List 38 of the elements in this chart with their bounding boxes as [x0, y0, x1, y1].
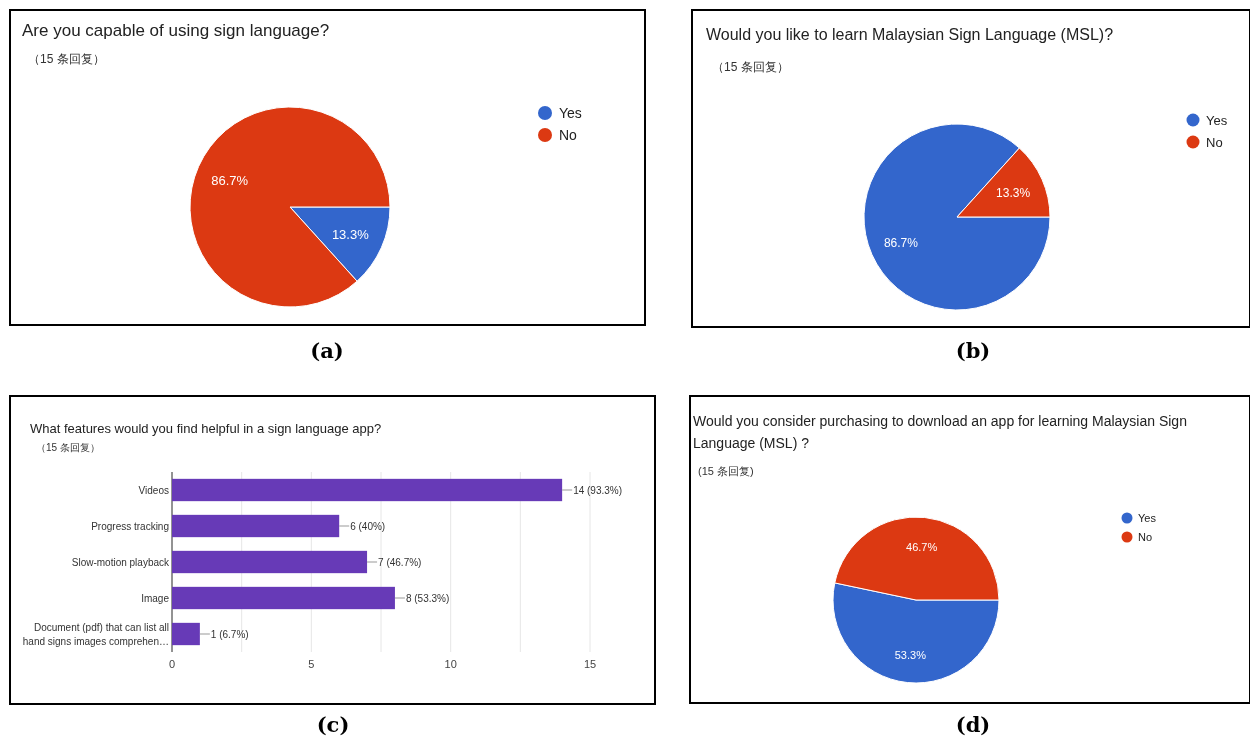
legend-label: No: [1138, 530, 1153, 543]
legend-label: Yes: [1138, 511, 1157, 524]
legend-label: No: [559, 126, 578, 143]
text: (c): [316, 712, 350, 737]
chart-title: What features would you find helpful in a sign language app?: [30, 421, 382, 436]
legend-label: Yes: [1206, 112, 1228, 128]
data-label: 7 (46.7%): [378, 557, 422, 568]
text: （15 条回复）: [36, 442, 100, 453]
text: (b): [955, 338, 991, 363]
legend-label: No: [1206, 134, 1223, 150]
data-label: 53.3%: [894, 649, 927, 662]
data-label: 46.7%: [906, 540, 938, 553]
data-label: 13.3%: [996, 186, 1031, 201]
data-label: 1 (6.7%): [210, 629, 249, 640]
x-tick-label: 0: [168, 658, 176, 670]
text: （15 条回复）: [28, 52, 105, 66]
text: (d): [955, 712, 991, 737]
chart-title: Are you capable of using sign language?: [22, 21, 330, 40]
x-tick-label: 5: [308, 658, 315, 670]
data-label: 86.7%: [883, 235, 919, 250]
y-tick-label: Slow-motion playback: [71, 557, 170, 568]
data-label: 6 (40%): [350, 521, 386, 532]
y-tick-label: Videos: [138, 485, 169, 496]
data-label: 13.3%: [331, 226, 370, 242]
y-tick-label: Document (pdf) that can list all hand signs images comprehen…: [22, 622, 169, 647]
y-tick-label: Image: [141, 593, 170, 604]
y-tick-label: Progress tracking: [91, 521, 169, 532]
chart-title: Would you consider purchasing to download an app for learning Malaysian Sign Language (MSL) ?: [693, 413, 1187, 452]
text: (a): [310, 338, 344, 363]
x-tick-label: 10: [444, 658, 457, 670]
data-label: 14 (93.3%): [573, 485, 623, 496]
data-label: 86.7%: [211, 173, 249, 189]
text: (15 条回复): [698, 465, 754, 477]
chart-title: Would you like to learn Malaysian Sign Language (MSL)?: [706, 26, 1114, 43]
data-label: 8 (53.3%): [405, 593, 450, 604]
legend-label: Yes: [559, 104, 582, 121]
text: （15 条回复）: [712, 60, 789, 74]
x-tick-label: 15: [583, 658, 597, 670]
